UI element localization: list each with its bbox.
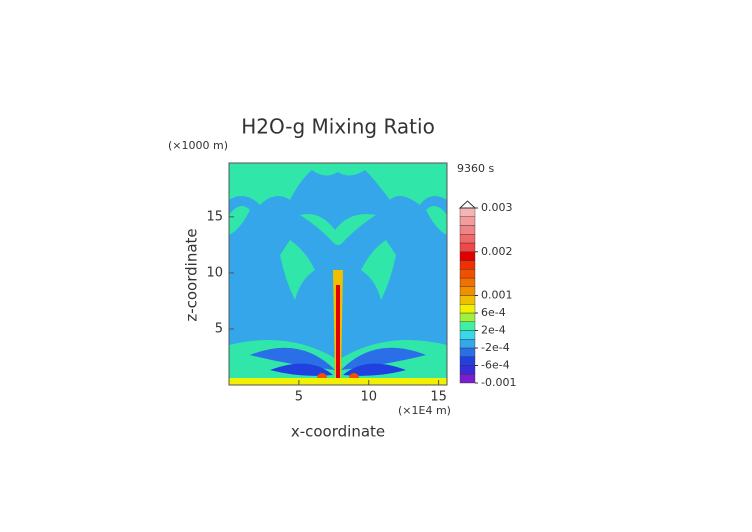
colorbar-band xyxy=(459,216,476,226)
colorbar-tick-label: -6e-4 xyxy=(481,359,510,372)
colorbar-band xyxy=(459,374,476,384)
colorbar-band xyxy=(459,269,476,279)
colorbar-tick-label: 0.001 xyxy=(481,289,513,302)
colorbar-band xyxy=(459,356,476,366)
colorbar-band xyxy=(459,277,476,287)
y-tick-label: 15 xyxy=(206,209,223,224)
colorbar-band xyxy=(459,225,476,235)
x-tick-label: 15 xyxy=(430,390,447,405)
colorbar-band xyxy=(459,330,476,340)
colorbar-tick-label: -0.001 xyxy=(481,376,516,389)
colorbar-band xyxy=(459,304,476,314)
colorbar-band xyxy=(459,365,476,375)
colorbar-band xyxy=(459,286,476,296)
colorbar-band xyxy=(459,260,476,270)
y-unit: (×1000 m) xyxy=(168,139,228,152)
colorbar-tick-label: 2e-4 xyxy=(481,324,506,337)
colorbar-band xyxy=(459,207,476,217)
x-tick-label: 5 xyxy=(295,390,303,405)
colorbar-band xyxy=(459,347,476,357)
colorbar-band xyxy=(459,242,476,252)
colorbar-band xyxy=(459,321,476,331)
chart-title: H2O-g Mixing Ratio xyxy=(241,115,435,139)
colorbar-band xyxy=(459,251,476,261)
y-axis-label: z-coordinate xyxy=(183,228,201,321)
colorbar-tick-label: -2e-4 xyxy=(481,341,510,354)
colorbar-band xyxy=(459,295,476,305)
x-axis-label: x-coordinate xyxy=(291,423,385,441)
colorbar-band xyxy=(459,234,476,244)
contour-field xyxy=(229,163,447,385)
y-tick-label: 5 xyxy=(215,321,223,336)
colorbar-band xyxy=(459,312,476,322)
plot-frame xyxy=(228,162,448,386)
time-label: 9360 s xyxy=(457,162,494,175)
colorbar-tick-label: 0.002 xyxy=(481,245,513,258)
colorbar-tick-label: 6e-4 xyxy=(481,306,506,319)
colorbar-band xyxy=(459,339,476,349)
y-tick-label: 10 xyxy=(206,265,223,280)
x-tick-label: 10 xyxy=(360,390,377,405)
colorbar-tick-label: 0.003 xyxy=(481,201,513,214)
x-unit: (×1E4 m) xyxy=(398,404,451,417)
colorbar-arrow xyxy=(458,200,477,209)
